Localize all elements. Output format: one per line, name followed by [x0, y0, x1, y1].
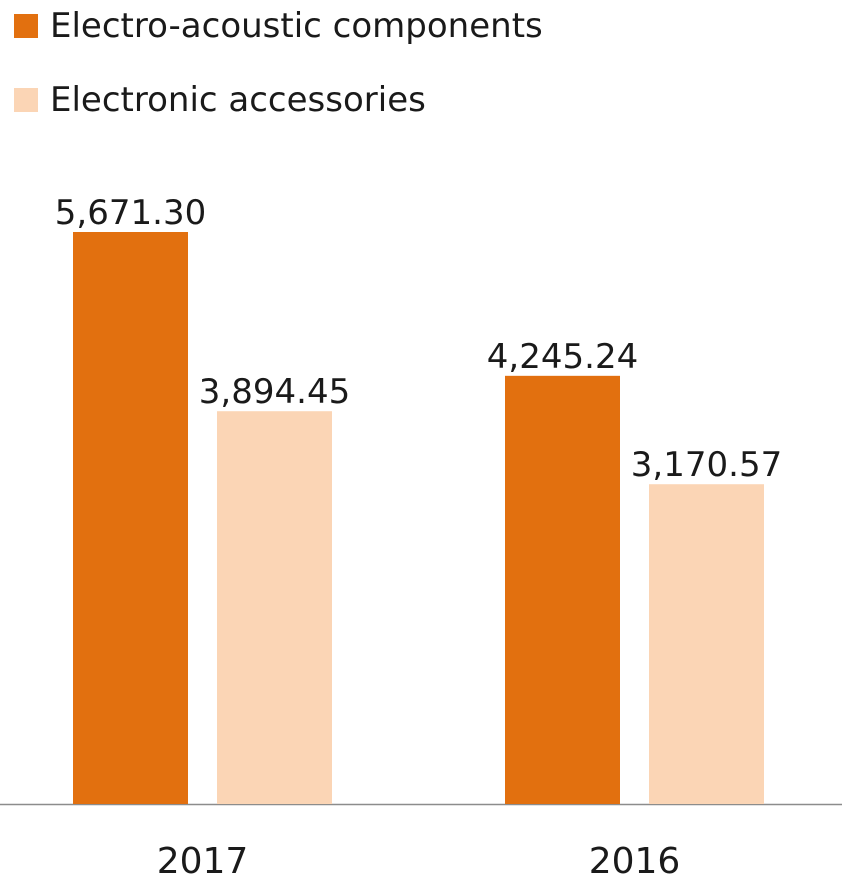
legend-item-electronic-accessories: Electronic accessories: [14, 80, 426, 120]
data-label-electro-acoustic-components-2016: 4,245.24: [487, 337, 638, 377]
legend-swatch-electro-acoustic: [14, 14, 38, 38]
legend-item-electro-acoustic: Electro-acoustic components: [14, 6, 543, 46]
bar-electro-acoustic-components-2016: [505, 375, 620, 804]
legend-swatch-electronic-accessories: [14, 88, 38, 112]
x-tick-label-2017: 2017: [157, 841, 249, 878]
legend-label-electronic-accessories: Electronic accessories: [50, 80, 426, 120]
data-label-electro-acoustic-components-2017: 5,671.30: [55, 193, 206, 233]
data-label-electronic-accessories-2017: 3,894.45: [199, 372, 350, 412]
data-label-electronic-accessories-2016: 3,170.57: [631, 445, 782, 485]
bar-electronic-accessories-2017: [217, 411, 332, 804]
legend-label-electro-acoustic: Electro-acoustic components: [50, 6, 543, 46]
x-tick-label-2016: 2016: [589, 841, 681, 878]
bar-electro-acoustic-components-2017: [73, 232, 188, 804]
bar-electronic-accessories-2016: [649, 484, 764, 804]
